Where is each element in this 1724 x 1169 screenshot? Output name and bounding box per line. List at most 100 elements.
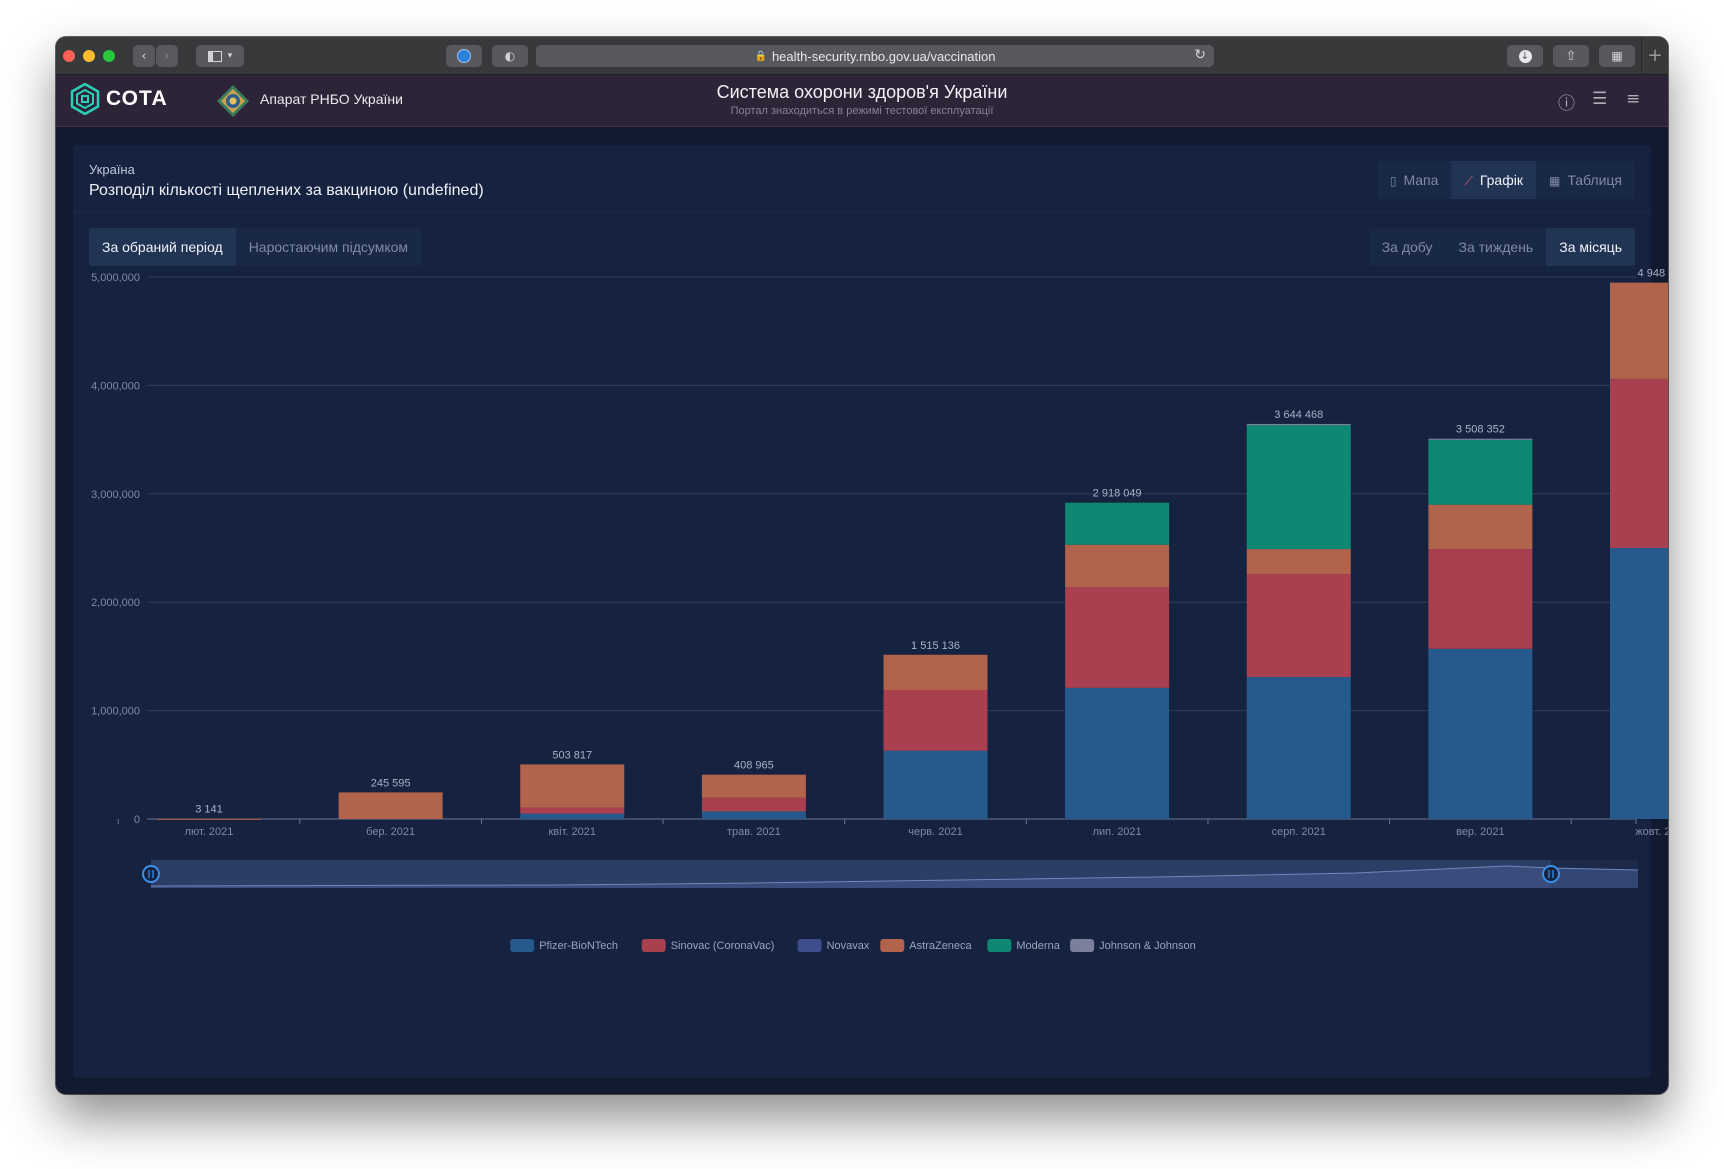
bar-segment[interactable]	[1428, 648, 1533, 819]
bar-total-label: 2 918 049	[1093, 488, 1142, 500]
browser-toolbar: ‹ › ▾ ◐ 🔒 health-security.rnbo.gov.ua/va…	[56, 37, 1668, 75]
bar-segment[interactable]	[1246, 574, 1351, 677]
share-button[interactable]: ⇧	[1553, 45, 1589, 67]
line-chart-icon: ⟋	[1464, 174, 1473, 188]
bar-total-label: 3 141	[195, 804, 223, 816]
bar-segment[interactable]	[883, 690, 988, 751]
bar-segment[interactable]	[1428, 504, 1533, 550]
bar-segment[interactable]	[1246, 425, 1351, 550]
zoom-handle[interactable]	[1542, 865, 1560, 883]
period-month[interactable]: За місяць	[1546, 228, 1635, 266]
bar-segment[interactable]	[1428, 549, 1533, 649]
close-window-button[interactable]	[63, 50, 75, 62]
period-switcher: За добу За тиждень За місяць	[1368, 228, 1635, 266]
zoom-window-button[interactable]	[103, 50, 115, 62]
shield-icon: ◐	[504, 49, 516, 63]
password-extension-button[interactable]	[446, 45, 482, 67]
bar-segment[interactable]	[883, 750, 988, 819]
y-tick-label: 4,000,000	[91, 380, 140, 392]
minimize-window-button[interactable]	[83, 50, 95, 62]
address-bar[interactable]: 🔒 health-security.rnbo.gov.ua/vaccinatio…	[536, 45, 1214, 67]
y-tick-label: 5,000,000	[91, 272, 140, 284]
bar-segment[interactable]	[1065, 687, 1170, 819]
bar-segment[interactable]	[1065, 544, 1170, 588]
bar-segment[interactable]	[701, 774, 806, 798]
bar-segment[interactable]	[701, 811, 806, 819]
app-title: Система охорони здоров'я України	[716, 82, 1008, 102]
sidebar-toggle-button[interactable]: ▾	[196, 45, 244, 67]
bar-segment[interactable]	[1065, 502, 1170, 545]
org-name: Апарат РНБО України	[260, 91, 403, 107]
legend-swatch[interactable]	[641, 939, 666, 952]
legend-label: Moderna	[1016, 940, 1060, 952]
x-tick-label: вер. 2021	[1456, 826, 1505, 838]
x-tick-label: лип. 2021	[1093, 826, 1142, 838]
legend-swatch[interactable]	[1070, 939, 1095, 952]
period-day[interactable]: За добу	[1381, 239, 1433, 255]
x-tick-label: квіт. 2021	[548, 826, 596, 838]
bar-total-label: 3 644 468	[1274, 409, 1323, 421]
bar-total-label: 245 595	[371, 777, 411, 789]
legend-label: AstraZeneca	[909, 940, 972, 952]
bar-segment[interactable]	[1246, 549, 1351, 575]
bar-segment[interactable]	[1428, 439, 1533, 505]
privacy-extension-button[interactable]: ◐	[492, 45, 528, 67]
legend-swatch[interactable]	[987, 939, 1012, 952]
bar-segment[interactable]	[157, 818, 261, 820]
panel-divider	[73, 211, 1651, 212]
bar-segment[interactable]	[1246, 423, 1351, 426]
tab-overview-button[interactable]: ▦	[1599, 45, 1635, 67]
legend-swatch[interactable]	[510, 939, 535, 952]
legend-swatch[interactable]	[880, 939, 905, 952]
back-button[interactable]: ‹	[133, 45, 155, 67]
bar-segment[interactable]	[701, 797, 806, 812]
bar-segment[interactable]	[1610, 378, 1668, 548]
downloads-button[interactable]: ↓	[1507, 45, 1543, 67]
map-icon: ▯	[1389, 174, 1397, 188]
bar-segment[interactable]	[520, 764, 625, 808]
key-icon	[457, 49, 471, 63]
y-tick-label: 1,000,000	[91, 706, 140, 718]
x-tick-label: лют. 2021	[185, 826, 234, 838]
sota-logo[interactable]: СОТА	[70, 83, 168, 115]
bar-segment[interactable]	[338, 792, 443, 819]
bar-segment[interactable]	[883, 654, 988, 691]
tab-table[interactable]: ▦ Таблиця	[1548, 172, 1622, 188]
logo-text: СОТА	[106, 87, 168, 110]
zoom-handle[interactable]	[142, 865, 160, 883]
chevron-left-icon: ‹	[141, 48, 147, 64]
tab-chart[interactable]: ⟋ Графік	[1451, 161, 1536, 199]
url-text: health-security.rnbo.gov.ua/vaccination	[771, 48, 996, 64]
sidebar-icon	[207, 50, 222, 62]
y-tick-label: 3,000,000	[91, 489, 140, 501]
bar-segment[interactable]	[1065, 587, 1170, 688]
bar-segment[interactable]	[520, 813, 625, 819]
mode-cumulative[interactable]: Наростаючим підсумком	[248, 239, 409, 255]
browser-window: ‹ › ▾ ◐ 🔒 health-security.rnbo.gov.ua/va…	[56, 37, 1668, 1094]
zoom-preview-line	[150, 865, 1639, 887]
page-title: Розподіл кількості щеплених за вакциною …	[89, 182, 484, 199]
bar-segment[interactable]	[1610, 548, 1668, 819]
info-icon[interactable]: ⓘ	[1558, 94, 1575, 114]
list-icon[interactable]: ☰	[1592, 89, 1608, 109]
plus-icon: +	[1647, 45, 1663, 66]
tab-map[interactable]: ▯ Мапа	[1389, 172, 1439, 188]
menu-icon[interactable]: ≡	[1626, 89, 1641, 109]
mode-selected-period[interactable]: За обраний період	[89, 228, 236, 266]
legend-swatch[interactable]	[797, 939, 822, 952]
x-tick-label: трав. 2021	[727, 826, 781, 838]
reload-icon[interactable]: ↻	[1194, 47, 1206, 63]
x-tick-label: бер. 2021	[366, 826, 415, 838]
forward-button[interactable]: ›	[156, 45, 178, 67]
bar-segment[interactable]	[520, 807, 625, 814]
bar-total-label: 503 817	[552, 749, 592, 761]
mode-switcher: За обраний період Наростаючим підсумком	[89, 228, 422, 266]
bar-segment[interactable]	[1246, 676, 1351, 819]
period-week[interactable]: За тиждень	[1458, 239, 1534, 255]
x-tick-label: черв. 2021	[908, 826, 962, 838]
rnbo-emblem-icon	[217, 85, 249, 117]
bar-segment[interactable]	[1610, 282, 1668, 379]
new-tab-button[interactable]: +	[1641, 37, 1668, 74]
bar-segment[interactable]	[1428, 438, 1533, 440]
grid-icon: ▦	[1611, 49, 1623, 63]
